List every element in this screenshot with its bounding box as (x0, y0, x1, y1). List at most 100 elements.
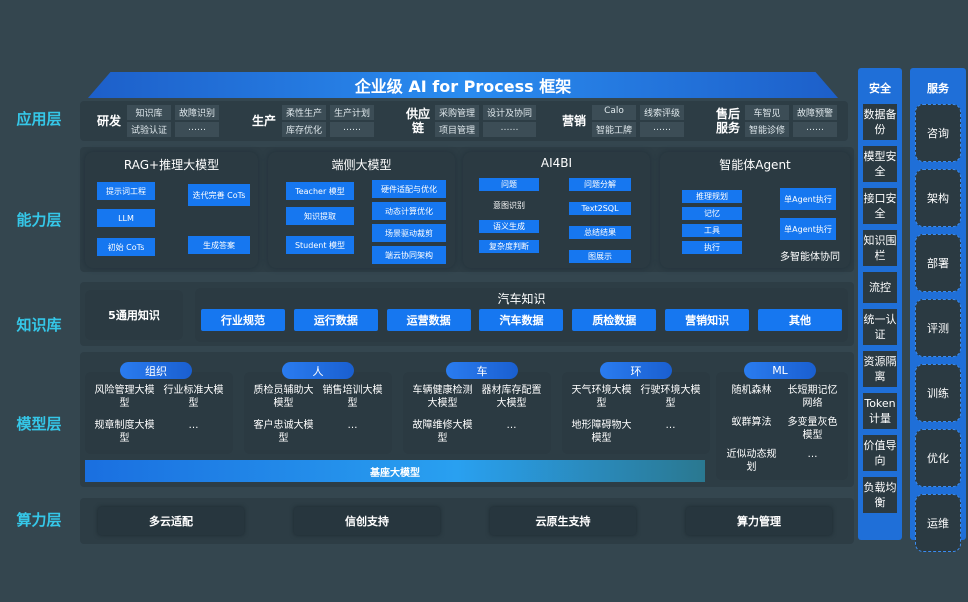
app-item: 采购管理 (435, 105, 480, 120)
app-group-title: 生产 (251, 114, 276, 128)
agent-caption: 多智能体协同 (780, 252, 840, 263)
compute-item: 多云适配 (98, 507, 244, 535)
model-item: … (807, 449, 818, 460)
app-group: 研发 知识库 故障识别 试验认证…… (95, 105, 220, 137)
service-item[interactable]: 运维 (915, 494, 961, 552)
capability-step: 图展示 (569, 250, 631, 263)
app-item: …… (175, 122, 220, 137)
model-item: … (665, 420, 676, 431)
knowledge-chip: 汽车数据 (479, 309, 564, 331)
knowledge-chip: 营销知识 (665, 309, 750, 331)
knowledge-chip: 质检数据 (572, 309, 657, 331)
knowledge-chip: 运营数据 (386, 309, 471, 331)
app-item: 车智见 (745, 105, 790, 120)
model-item: 多变量灰色模型 (787, 417, 838, 441)
capability-step: 工具 (682, 224, 742, 237)
model-item: … (347, 420, 358, 431)
model-panel: 随机森林 长短期记忆网络 蚁群算法 多变量灰色模型 近似动态规划… (716, 372, 848, 480)
capability-step: 提示词工程 (97, 182, 155, 200)
app-group: 生产 柔性生产 生产计划 库存优化…… (250, 105, 375, 137)
layer-label-capability: 能力层 (16, 211, 62, 229)
app-items: 知识库 故障识别 试验认证…… (127, 105, 220, 137)
capability-panel-edge: 端侧大模型 Teacher 模型 知识提取 Student 模型 硬件适配与优化 动态计算… (268, 152, 455, 268)
service-item[interactable]: 咨询 (915, 104, 961, 162)
model-panel: 天气环境大模型 行驶环境大模型 地形障碍物大模型 … (562, 372, 710, 454)
model-item: 规章制度大模型 (94, 420, 155, 444)
security-item: 统一认证 (863, 309, 897, 345)
model-item: 地形障碍物大模型 (571, 420, 632, 444)
panel-title: RAG+推理大模型 (123, 158, 220, 172)
service-item[interactable]: 训练 (915, 364, 961, 422)
service-item[interactable]: 架构 (915, 169, 961, 227)
app-item: …… (483, 122, 537, 137)
layer-label-knowledge: 知识库 (16, 316, 62, 334)
compute-item: 信创支持 (294, 507, 440, 535)
app-item: 库存优化 (282, 122, 327, 137)
app-item: 设计及协同 (483, 105, 537, 120)
model-item: 长短期记忆网络 (787, 385, 838, 409)
capability-step: 端云协同架构 (372, 246, 446, 264)
model-panel: 车辆健康检测大模型 器材库存配置大模型 故障维修大模型… (403, 372, 551, 454)
capability-step: 推理规划 (682, 190, 742, 203)
capability-step: 迭代完善 CoTs (188, 184, 250, 206)
panel-title: AI4BI (540, 156, 573, 170)
capability-panel-agent: 智能体Agent 推理规划 记忆 工具 执行 单Agent执行 单Agent执行 多智能体协同 (660, 152, 850, 268)
capability-step: 动态计算优化 (372, 202, 446, 220)
app-group-title: 售后服务 (715, 107, 740, 135)
general-knowledge-box: 5通用知识 (85, 290, 183, 340)
app-group: 供应链 采购管理 设计及协同 项目管理…… (405, 105, 537, 137)
app-item: …… (330, 122, 375, 137)
security-item: 负载均衡 (863, 477, 897, 513)
app-items: 车智见 故障预警 智能诊修…… (745, 105, 838, 137)
security-item: Token计量 (863, 393, 897, 429)
app-item: 项目管理 (435, 122, 480, 137)
model-category-tag: 组织 (120, 362, 192, 379)
knowledge-chip: 运行数据 (293, 309, 378, 331)
security-column: 安全 数据备份 模型安全 接口安全 知识围栏 流控 统一认证 资源隔离 Token计量 价值导向… (858, 68, 902, 540)
security-item: 知识围栏 (863, 230, 897, 266)
model-item: 行驶环境大模型 (640, 385, 701, 409)
capability-step: 单Agent执行 (780, 188, 836, 210)
capability-step: 总结结果 (569, 226, 631, 239)
model-item: 器材库存配置大模型 (481, 385, 542, 409)
knowledge-chip: 行业规范 (201, 309, 285, 331)
model-item: 车辆健康检测大模型 (412, 385, 473, 409)
model-panel: 质检员辅助大模型 销售培训大模型 客户忠诚大模型… (244, 372, 392, 454)
service-item[interactable]: 优化 (915, 429, 961, 487)
app-item: …… (640, 122, 685, 137)
security-item: 模型安全 (863, 146, 897, 182)
app-item: Calo (592, 105, 637, 120)
model-category-tag: ML (744, 362, 816, 379)
model-item: … (506, 420, 517, 431)
service-item[interactable]: 评测 (915, 299, 961, 357)
model-category-tag: 环 (600, 362, 672, 379)
capability-panel-rag: RAG+推理大模型提示词工程 LLM 初始 CoTs 迭代完善 CoTs 生成答案 (85, 152, 258, 268)
app-item: 故障识别 (175, 105, 220, 120)
model-item: 客户忠诚大模型 (253, 420, 314, 444)
knowledge-chip: 其他 (757, 309, 842, 331)
service-item[interactable]: 部署 (915, 234, 961, 292)
app-group-title: 供应链 (405, 107, 430, 135)
base-model-bar: 基座大模型 (85, 460, 705, 482)
security-item: 资源隔离 (863, 351, 897, 387)
auto-knowledge-title: 汽车知识 (497, 292, 546, 306)
capability-step: LLM (97, 209, 155, 227)
model-item: 天气环境大模型 (571, 385, 632, 409)
app-item: 试验认证 (127, 122, 172, 137)
services-title: 服务 (927, 82, 949, 95)
app-item: 线索评级 (640, 105, 685, 120)
app-items: 柔性生产 生产计划 库存优化…… (282, 105, 375, 137)
capability-step: 问题 (479, 178, 539, 191)
capability-step: 单Agent执行 (780, 218, 836, 240)
app-item: 生产计划 (330, 105, 375, 120)
capability-step: 生成答案 (188, 236, 250, 254)
services-column: 服务 咨询架构部署评测训练优化运维 (910, 68, 966, 552)
compute-item: 算力管理 (686, 507, 832, 535)
capability-step: 复杂度判断 (479, 240, 539, 253)
model-item: 销售培训大模型 (322, 385, 383, 409)
capability-step: Teacher 模型 (286, 182, 354, 200)
security-title: 安全 (869, 82, 891, 95)
model-category-tag: 人 (282, 362, 354, 379)
capability-step: 初始 CoTs (97, 238, 155, 256)
security-item: 数据备份 (863, 104, 897, 140)
